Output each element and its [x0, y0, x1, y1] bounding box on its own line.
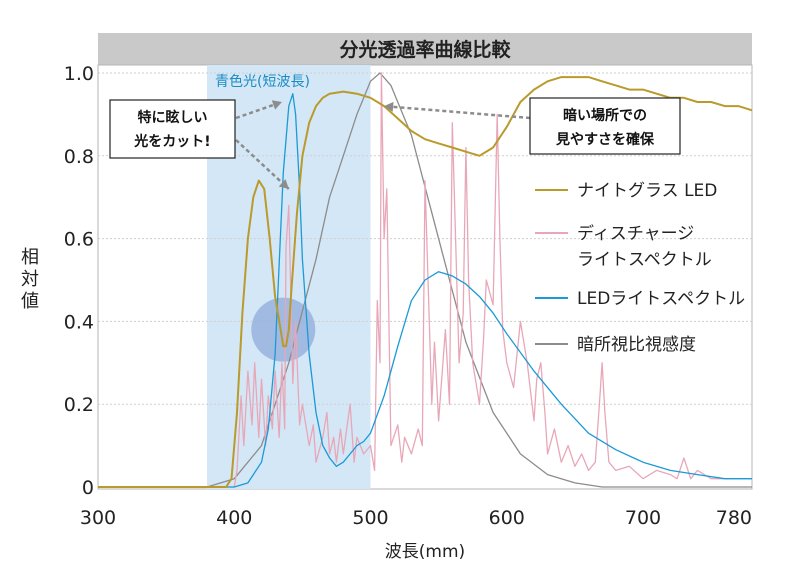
y-tick-label-1: 0.2 [64, 394, 94, 416]
y-tick-label-0: 0 [82, 477, 94, 499]
callout-arrowhead-0-0 [271, 100, 282, 110]
callout-text-0-1: 光をカット! [133, 133, 210, 150]
y-tick-label-2: 0.4 [64, 311, 94, 333]
y-axis-ticks: 0 0.2 0.4 0.6 0.8 1.0 [64, 63, 94, 499]
callout-arrow-0-1 [235, 139, 290, 190]
legend-label-1-1: ライトスペクトル [577, 250, 712, 270]
callout-text-1-1: 見やすさを確保 [555, 131, 655, 148]
series-line-0 [98, 76, 753, 488]
series-line-1 [98, 72, 752, 488]
legend-label-0: ナイトグラス LED [577, 181, 717, 201]
y-tick-label-3: 0.6 [64, 229, 94, 251]
series-line-2 [98, 93, 752, 488]
highlight-circle [251, 297, 316, 362]
callout-text-1-0: 暗い場所での [563, 107, 647, 124]
x-axis-label: 波長(mm) [385, 542, 465, 562]
y-axis-label: 相対値 [21, 247, 39, 312]
x-tick-label-0: 300 [80, 507, 116, 529]
x-axis-ticks: 300 400 500 600 700 780 [80, 507, 752, 529]
x-tick-label-1: 400 [216, 507, 252, 529]
legend-label-2: LEDライトスペクトル [577, 289, 745, 309]
chart-title: 分光透過率曲線比較 [339, 38, 511, 61]
blue-light-band-label: 青色光(短波長) [215, 73, 310, 90]
callout-arrowhead-1-0 [384, 101, 394, 112]
y-tick-label-5: 1.0 [64, 63, 94, 85]
callout-arrow-1-0 [384, 104, 531, 120]
callout-box-0 [109, 99, 236, 159]
callout-text-0-0: 特に眩しい [138, 109, 208, 126]
x-tick-label-2: 500 [352, 507, 388, 529]
y-tick-label-4: 0.8 [64, 146, 94, 168]
legend-label-3: 暗所視比視感度 [577, 335, 696, 355]
x-tick-label-4: 700 [625, 507, 661, 529]
highlight-circle-layer [251, 297, 316, 362]
x-tick-label-3: 600 [489, 507, 525, 529]
callout-arrowhead-0-1 [278, 179, 289, 189]
title-bar [98, 33, 752, 65]
legend-label-1-0: ディスチャージ [577, 223, 694, 244]
series-layer [98, 72, 753, 488]
callout-arrow-0-0 [235, 100, 283, 120]
callout-box-1 [529, 97, 681, 155]
series-line-3 [98, 72, 752, 488]
x-tick-label-5: 780 [716, 507, 752, 529]
